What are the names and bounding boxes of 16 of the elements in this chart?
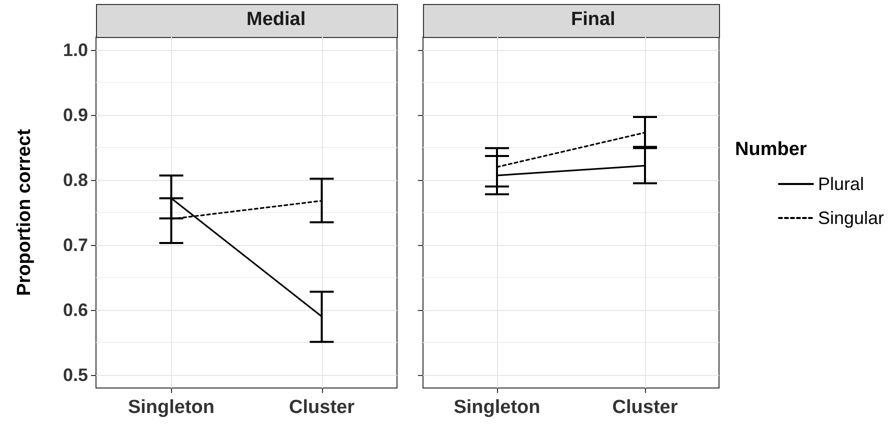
- x-tick-label: Cluster: [612, 397, 678, 418]
- y-tick-label: 0.9: [62, 105, 88, 125]
- legend-title: Number: [735, 139, 808, 160]
- legend-label: Singular: [818, 208, 884, 228]
- chart-title: Final: [570, 9, 616, 30]
- y-tick-label: 0.7: [62, 235, 88, 255]
- x-tick-label: Singleton: [454, 397, 540, 418]
- y-tick-label: 0.5: [62, 365, 88, 385]
- x-tick-label: Cluster: [289, 397, 356, 418]
- y-tick-label: 1.0: [62, 40, 88, 60]
- y-tick-label: 0.8: [62, 170, 88, 190]
- x-tick-label: Singleton: [128, 397, 215, 418]
- legend-label: Plural: [818, 174, 864, 194]
- y-tick-label: 0.6: [62, 300, 88, 320]
- y-axis-title: Proportion correct: [14, 128, 35, 296]
- chart-title: Medial: [246, 9, 306, 30]
